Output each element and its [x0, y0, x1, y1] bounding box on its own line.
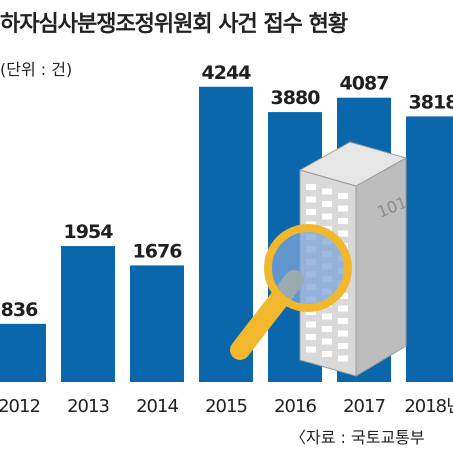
bar-value-label: 3880: [271, 87, 321, 109]
building-window: [338, 193, 348, 199]
building-window: [322, 338, 332, 345]
x-tick-label: 2017: [343, 396, 385, 417]
building-window: [338, 218, 348, 224]
building-window: [338, 318, 348, 324]
building-window: [306, 334, 316, 340]
bar-value-label: 1954: [64, 221, 114, 243]
magnifier-icon: [230, 224, 352, 360]
bar-2012: [0, 323, 46, 382]
x-axis-tick-labels: 2012 2013 2014 2015 2016 2017 2018년: [0, 396, 453, 417]
unit-label: (단위 : 건): [0, 60, 73, 79]
building-window: [306, 184, 316, 190]
building-window: [338, 343, 348, 349]
source-label: 〈자료 : 국토교통부: [290, 428, 425, 447]
x-tick-label: 2012: [0, 396, 40, 417]
bar-2014: [130, 265, 184, 382]
building-window: [338, 293, 348, 299]
chart-title: 하자심사분쟁조정위원회 사건 접수 현황: [0, 12, 348, 37]
building-window: [322, 213, 332, 220]
building-window: [322, 188, 332, 195]
x-tick-label: 2015: [205, 396, 247, 417]
x-tick-label: 2018년: [404, 396, 453, 417]
building-window: [338, 355, 348, 362]
building-window: [306, 309, 316, 315]
building-window: [338, 230, 348, 237]
bar-value-label: 836: [1, 299, 38, 321]
building-window: [338, 305, 348, 312]
building-window: [338, 205, 348, 212]
x-tick-label: 2014: [136, 396, 178, 417]
building-window: [306, 196, 316, 203]
bar-value-label: 4087: [340, 73, 389, 95]
bar-2018년: [406, 116, 453, 383]
building-window: [322, 351, 332, 357]
building-window: [306, 321, 316, 328]
building-window: [306, 346, 316, 353]
bar-value-label: 4244: [202, 62, 252, 84]
building-window: [306, 209, 316, 215]
bar-2013: [61, 246, 115, 382]
building-window: [322, 313, 332, 320]
x-tick-label: 2016: [274, 396, 316, 417]
bar-value-label: 3818: [409, 91, 453, 113]
building-window: [338, 330, 348, 337]
building-side: [355, 157, 407, 377]
x-tick-label: 2013: [67, 396, 109, 417]
building-window: [322, 201, 332, 207]
bar-value-labels: 836 1954 1676 4244 3880 4087 3818: [1, 62, 453, 321]
bar-value-label: 1676: [133, 240, 183, 262]
building-window: [322, 326, 332, 332]
building-roof: [298, 141, 408, 187]
unit-text: 단위 : 건: [6, 60, 66, 79]
